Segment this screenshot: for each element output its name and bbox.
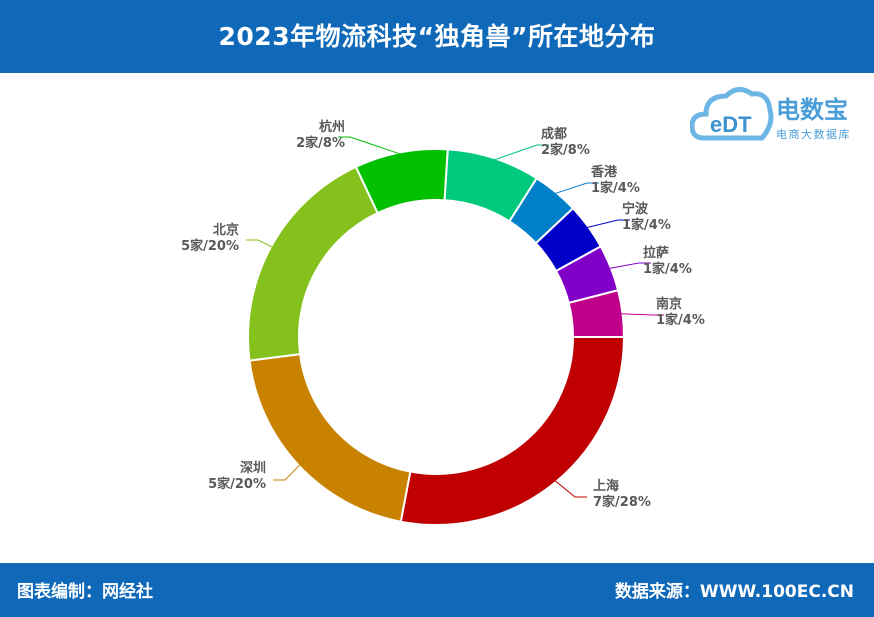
slice-2: [248, 353, 412, 523]
slice-label-6: 香港: [590, 164, 618, 180]
slice-value-1: 7家/28%: [593, 494, 651, 510]
slice-value-4: 2家/8%: [296, 135, 345, 151]
slice-value-8: 1家/4%: [643, 261, 692, 277]
cloud-logo-icon: eDT: [689, 87, 774, 141]
title-bar: [0, 0, 874, 73]
leader-line-5: [493, 144, 549, 161]
slice-value-2: 5家/20%: [208, 476, 266, 492]
leader-line-3: [246, 239, 274, 248]
slice-value-9: 1家/4%: [656, 312, 705, 328]
slice-9: [567, 289, 626, 338]
leader-line-4: [338, 136, 402, 155]
footer-source: 数据来源：WWW.100EC.CN: [614, 582, 854, 602]
slice-label-4: 杭州: [319, 119, 345, 135]
slice-label-7: 宁波: [622, 201, 649, 217]
leader-line-6: [554, 182, 599, 195]
logo-mark: eDT: [710, 112, 752, 137]
slice-value-5: 2家/8%: [541, 142, 590, 158]
slice-1: [399, 336, 626, 526]
leader-line-8: [608, 262, 651, 270]
slice-label-2: 深圳: [240, 460, 266, 476]
footer-bar: 图表编制：网经社 数据来源：WWW.100EC.CN: [0, 563, 874, 617]
slice-label-5: 成都: [541, 126, 567, 142]
leader-line-7: [586, 219, 630, 229]
slice-label-1: 上海: [593, 478, 619, 494]
slice-label-3: 北京: [213, 222, 239, 238]
brand-logo: eDT 电数宝 电商大数据库: [689, 80, 870, 150]
logo-name: 电数宝: [776, 96, 848, 124]
slice-label-9: 南京: [656, 296, 682, 312]
logo-subtitle: 电商大数据库: [776, 128, 851, 141]
chart-title: 2023年物流科技“独角兽”所在地分布: [218, 22, 656, 51]
slice-value-7: 1家/4%: [622, 217, 671, 233]
leader-line-1: [554, 479, 587, 498]
slice-3: [247, 165, 379, 362]
slice-value-6: 1家/4%: [591, 180, 640, 196]
leader-line-9: [620, 313, 664, 316]
slice-label-8: 拉萨: [643, 245, 669, 261]
footer-credit: 图表编制：网经社: [17, 582, 153, 602]
slice-value-3: 5家/20%: [181, 238, 239, 254]
leader-line-2: [273, 463, 301, 481]
